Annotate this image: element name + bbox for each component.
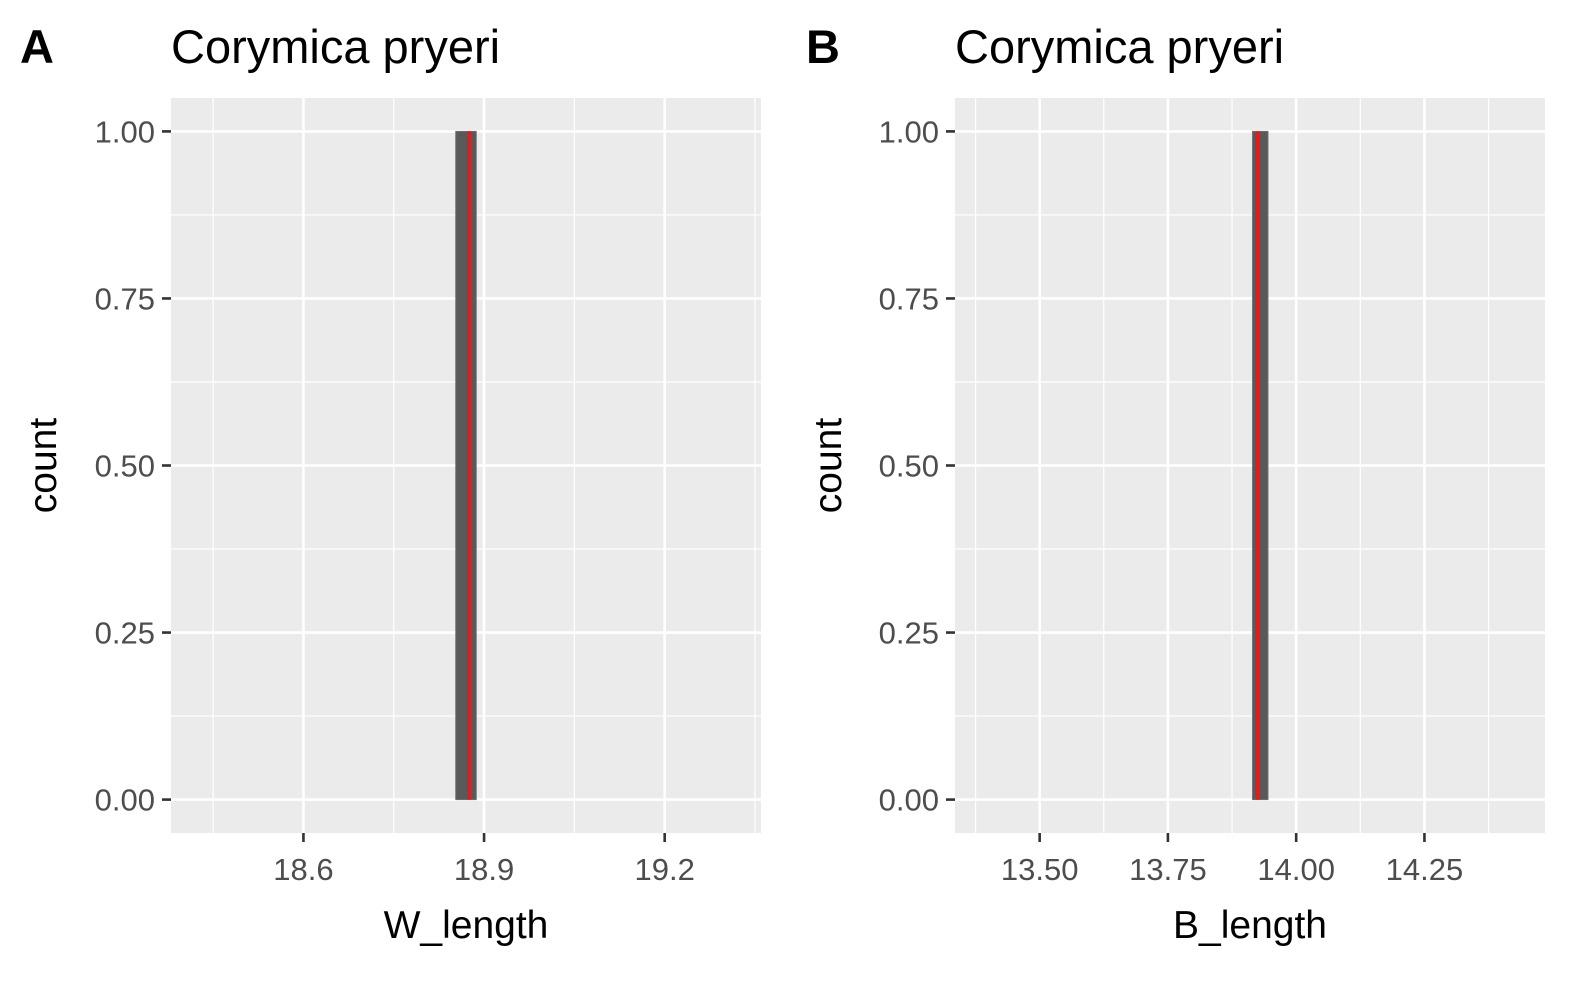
panel-title: Corymica pryeri: [171, 20, 500, 73]
panel-tag: B: [806, 20, 840, 73]
y-tick-label: 0.25: [95, 616, 155, 651]
y-tick-label: 0.75: [879, 281, 939, 316]
y-tick-label: 0.50: [879, 449, 939, 484]
x-tick-label: 14.00: [1257, 852, 1335, 887]
y-axis-title: count: [807, 418, 850, 514]
histogram-bar: [1252, 130, 1269, 801]
y-tick-label: 0.00: [95, 783, 155, 818]
y-tick-label: 0.00: [879, 783, 939, 818]
y-tick-label: 0.25: [879, 616, 939, 651]
histogram-bar: [455, 130, 477, 801]
x-tick-label: 14.25: [1386, 852, 1464, 887]
x-tick-label: 13.75: [1129, 852, 1207, 887]
y-tick-label: 0.50: [95, 449, 155, 484]
y-tick-label: 1.00: [95, 114, 155, 149]
x-tick-label: 18.9: [454, 852, 514, 887]
x-tick-label: 13.50: [1001, 852, 1079, 887]
x-tick-label: 18.6: [273, 852, 333, 887]
y-axis-title: count: [22, 418, 65, 514]
panel-b: 0.00 0.25 0.50 0.75 1.00 13.50 13.75 14.00 14.25…: [806, 20, 1545, 947]
y-tick-label: 1.00: [879, 114, 939, 149]
panel-a: 0.00 0.25 0.50 0.75 1.00 18.6 18.9 19.2 W_length…: [20, 20, 761, 947]
x-axis-title: B_length: [1173, 904, 1327, 947]
panel-title: Corymica pryeri: [955, 20, 1284, 73]
y-tick-label: 0.75: [95, 281, 155, 316]
x-tick-label: 19.2: [635, 852, 695, 887]
x-axis-title: W_length: [384, 904, 549, 947]
panel-tag: A: [20, 20, 54, 73]
